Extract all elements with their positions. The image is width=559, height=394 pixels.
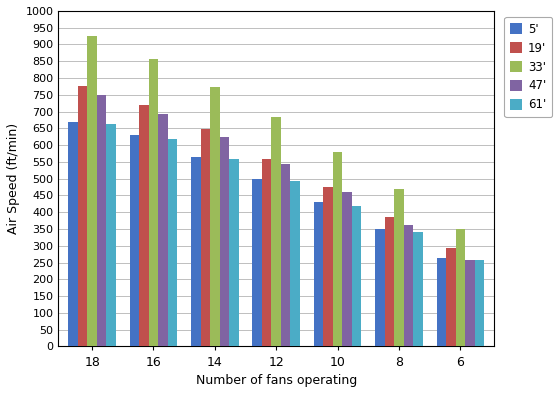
- Bar: [158, 114, 168, 346]
- Bar: [375, 229, 385, 346]
- Bar: [191, 157, 201, 346]
- Bar: [106, 124, 116, 346]
- X-axis label: Number of fans operating: Number of fans operating: [196, 374, 357, 387]
- Bar: [394, 190, 404, 346]
- Bar: [404, 225, 413, 346]
- Bar: [220, 138, 229, 346]
- Bar: [253, 179, 262, 346]
- Bar: [385, 217, 394, 346]
- Bar: [465, 260, 475, 346]
- Bar: [262, 158, 272, 346]
- Bar: [456, 229, 465, 346]
- Bar: [210, 87, 220, 346]
- Bar: [68, 122, 78, 346]
- Bar: [87, 36, 97, 346]
- Bar: [413, 232, 423, 346]
- Bar: [352, 206, 361, 346]
- Bar: [139, 105, 149, 346]
- Bar: [229, 159, 239, 346]
- Bar: [201, 129, 210, 346]
- Bar: [97, 95, 106, 346]
- Bar: [272, 117, 281, 346]
- Bar: [281, 164, 291, 346]
- Bar: [149, 59, 158, 346]
- Bar: [291, 181, 300, 346]
- Bar: [342, 192, 352, 346]
- Bar: [130, 135, 139, 346]
- Bar: [475, 260, 484, 346]
- Bar: [168, 139, 177, 346]
- Legend: 5', 19', 33', 47', 61': 5', 19', 33', 47', 61': [504, 17, 552, 117]
- Bar: [437, 258, 446, 346]
- Bar: [78, 86, 87, 346]
- Y-axis label: Air Speed (ft/min): Air Speed (ft/min): [7, 123, 20, 234]
- Bar: [446, 248, 456, 346]
- Bar: [314, 202, 323, 346]
- Bar: [323, 187, 333, 346]
- Bar: [333, 152, 342, 346]
